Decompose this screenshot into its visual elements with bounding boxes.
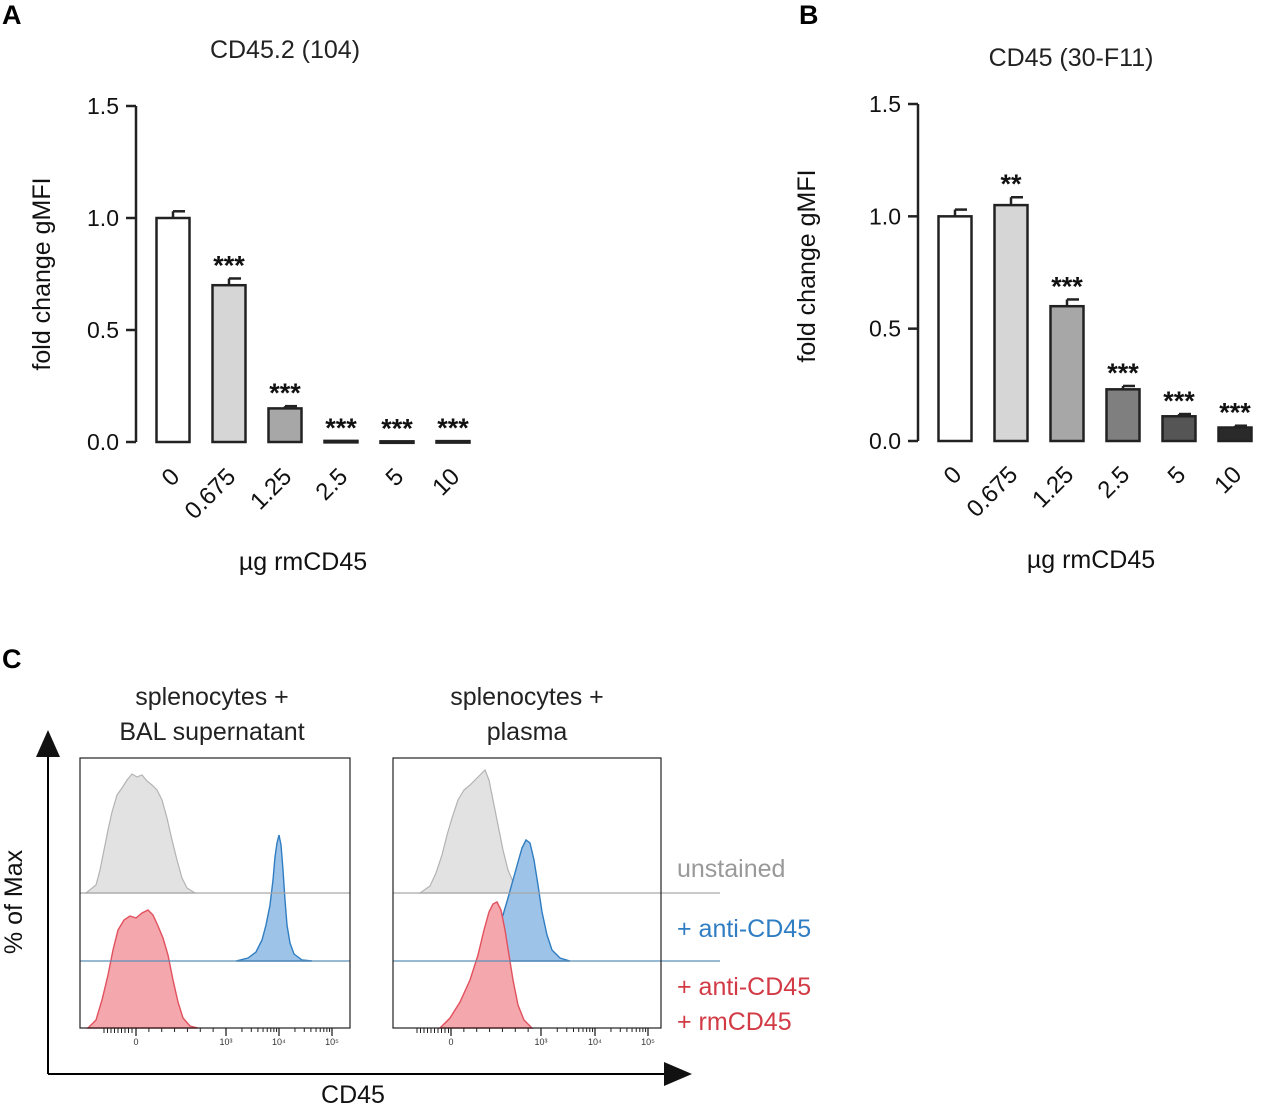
y-axis-label-c: % of Max [0,849,28,954]
category-label: 1.25 [245,463,297,515]
bar [211,283,247,444]
legend-unstained: unstained [677,855,785,883]
histogram-1-ticks [103,1028,333,1036]
panel-letter-b: B [799,0,819,30]
significance-label: *** [325,413,357,443]
bar [1217,426,1253,443]
category-label: 0 [939,461,968,490]
chart-title: CD45 (30-F11) [989,44,1154,72]
y-tick-label: 1.5 [869,91,901,117]
bar [937,215,973,443]
chart-title: CD45.2 (104) [210,36,360,64]
x-axis-label: µg rmCD45 [1027,546,1155,574]
hist2-title-line-2: plasma [487,718,568,746]
hist2-tick-1e4: 10⁴ [588,1037,602,1047]
hist1-tick-1e3: 10³ [219,1037,232,1047]
histogram-bal-supernatant: splenocytes + BAL supernatant 0 10³ 10⁴ … [79,683,351,1047]
significance-label: *** [1163,386,1195,416]
y-tick-label: 0.0 [87,429,119,455]
y-axis-arrowhead [36,730,60,757]
category-label: 0.675 [962,461,1024,523]
category-label: 1.25 [1027,461,1079,513]
hist-title-line-1: splenocytes + [135,683,289,711]
bar [155,216,191,444]
histogram-panel-c: % of Max CD45 splenocytes + BAL supernat… [0,683,811,1107]
y-axis-label: fold change gMFI [793,169,821,362]
x-axis-label: µg rmCD45 [239,548,367,576]
histogram-2-ticks [416,1028,649,1036]
panel-letter-a: A [2,0,22,30]
significance-label: *** [213,250,245,280]
category-label: 5 [1163,461,1192,490]
y-axis-label: fold change gMFI [28,177,56,370]
x-axis-label-c: CD45 [321,1081,385,1107]
legend-anti-cd45: + anti-CD45 [677,915,811,943]
category-label: 10 [427,463,465,501]
significance-label: ** [1000,169,1022,199]
significance-label: *** [437,413,469,443]
legend-anti-cd45-rm: + anti-CD45 [677,973,811,1001]
bar [1105,388,1141,443]
category-label: 10 [1209,461,1247,499]
unstained-histogram-2 [418,768,524,894]
bar [379,440,415,445]
significance-label: *** [269,378,301,408]
bar [323,439,359,444]
anti-cd45-histogram [235,834,313,962]
y-tick-label: 1.5 [87,93,119,119]
histogram-frame-2 [392,757,662,1029]
anti-cd45-rmcd45-histogram-2 [438,901,534,1029]
bar [993,203,1029,443]
hist1-tick-1e5: 10⁵ [325,1037,339,1047]
bar [435,439,471,444]
y-tick-label: 1.0 [87,205,119,231]
legend-rmcd45: + rmCD45 [677,1008,792,1036]
significance-label: *** [1107,358,1139,388]
y-tick-label: 0.5 [87,317,119,343]
category-label: 0.675 [180,463,242,525]
x-axis-arrowhead [664,1062,692,1086]
bar-chart-b: CD45 (30-F11) 0.0 0.5 1.0 1.5 fold change gMF… [793,44,1253,574]
histogram-frame-1 [79,757,351,1029]
hist1-tick-1e4: 10⁴ [272,1037,286,1047]
y-tick-label: 0.5 [869,316,901,342]
y-tick-label: 1.0 [869,203,901,229]
category-label: 2.5 [1093,461,1136,504]
unstained-histogram [84,773,198,894]
bar-chart-a: CD45.2 (104) 0.0 0.5 1.0 1.5 fold change gMFI… [28,36,471,576]
category-label: 0 [157,463,186,492]
hist2-tick-1e5: 10⁵ [641,1037,655,1047]
hist2-tick-1e3: 10³ [534,1037,547,1047]
bar [1049,304,1085,443]
hist1-tick-0: 0 [133,1037,138,1047]
anti-cd45-rmcd45-histogram [86,909,199,1029]
bar [1161,415,1197,443]
category-label: 2.5 [311,463,354,506]
hist2-tick-0: 0 [448,1037,453,1047]
significance-label: *** [1219,398,1251,428]
y-tick-label: 0.0 [869,428,901,454]
hist-title-line-2: BAL supernatant [119,718,304,746]
panel-letter-c: C [2,644,22,674]
histogram-plasma: splenocytes + plasma 0 10³ 10⁴ 10⁵ [392,683,720,1047]
significance-label: *** [1051,271,1083,301]
significance-label: *** [381,413,413,443]
bar [267,407,303,444]
hist2-title-line-1: splenocytes + [450,683,604,711]
category-label: 5 [381,463,410,492]
